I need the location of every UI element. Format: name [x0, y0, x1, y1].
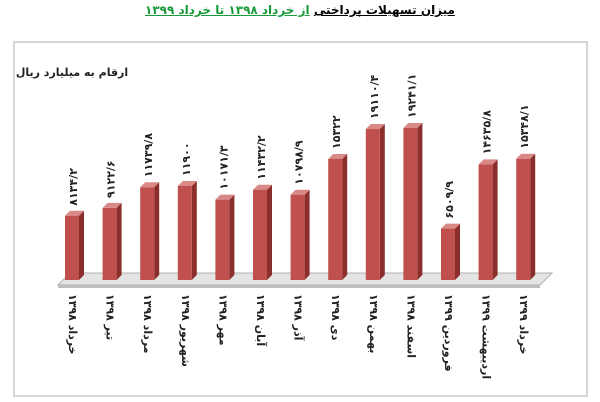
value-label: ۱۹۱۱۰/۴	[368, 74, 381, 119]
bar	[290, 194, 305, 280]
bar	[253, 189, 267, 280]
bar	[140, 187, 155, 280]
bar	[516, 158, 531, 280]
value-label: ۱۵۳۲۲	[330, 115, 343, 149]
bar-top	[516, 153, 536, 159]
bar-top	[365, 124, 385, 130]
bar-top	[215, 194, 235, 200]
bar-side	[191, 180, 197, 280]
x-tick-label: مرداد ۱۳۹۸	[141, 294, 154, 353]
unit-label: ارقام به میلیارد ریال	[16, 66, 128, 79]
floor-edge	[58, 285, 540, 288]
bar-side	[530, 153, 536, 280]
bar-side	[267, 184, 272, 280]
bar-side	[116, 202, 122, 280]
value-label: ۱۰۷۹۸/۹	[293, 140, 306, 185]
title-block: میزان تسهیلات پرداختی از خرداد ۱۳۹۸ تا خ…	[0, 3, 600, 17]
value-label: ۶۵۰۹/۹	[443, 181, 456, 219]
chart-title-highlight: از خرداد ۱۳۹۸ تا خرداد ۱۳۹۹	[145, 3, 310, 17]
bar-side	[154, 182, 160, 280]
value-label: ۱۱۷۳۹/۸	[142, 133, 155, 178]
bar-side	[342, 153, 348, 280]
x-tick-label: خرداد ۱۳۹۸	[66, 294, 79, 355]
bar-top	[403, 123, 423, 128]
bar	[215, 199, 230, 280]
bar-top	[290, 189, 310, 195]
bar-top	[253, 184, 272, 190]
value-label: ۱۹۲۴۱/۱	[405, 74, 418, 118]
value-label: ۸۱۳۴/۲	[67, 168, 80, 206]
bar-top	[478, 159, 498, 165]
bar-top	[441, 223, 460, 229]
x-tick-label: تیر ۱۳۹۸	[104, 294, 117, 340]
bar-side	[79, 210, 84, 280]
bar-top	[140, 182, 160, 188]
x-tick-label: بهمن ۱۳۹۸	[367, 294, 380, 353]
bar	[441, 228, 455, 280]
bar	[365, 129, 380, 280]
x-tick-label: دی ۱۳۹۸	[329, 294, 342, 341]
bar-top	[177, 180, 197, 186]
bar-side	[417, 123, 423, 280]
bar-side	[492, 159, 498, 280]
chart-title: میزان تسهیلات پرداختی	[313, 3, 455, 17]
bar-top	[65, 210, 84, 216]
bar-top	[102, 202, 122, 208]
x-tick-label: آذر ۱۳۹۸	[292, 294, 306, 341]
bar	[177, 185, 192, 280]
bar	[102, 207, 117, 280]
value-label: ۱۴۶۳۵/۸	[481, 110, 494, 155]
value-label: ۱۱۴۳۲/۲	[255, 135, 268, 180]
x-tick-label: شهریور ۱۳۹۸	[179, 294, 192, 367]
bar	[403, 128, 418, 280]
value-label: ۱۱۹۰۰	[180, 142, 193, 176]
x-tick-label: خرداد ۱۳۹۹	[517, 294, 530, 355]
value-label: ۱۰۱۷۱/۳	[217, 145, 230, 190]
bar-side	[229, 194, 235, 280]
x-tick-label: فروردین ۱۳۹۹	[442, 294, 455, 372]
value-label: ۱۵۳۴۸/۱	[518, 104, 531, 148]
x-tick-label: مهر ۱۳۹۸	[216, 294, 229, 346]
bar	[328, 158, 343, 280]
bar	[478, 164, 493, 280]
value-label: ۹۱۲۲/۶	[105, 160, 118, 198]
bar-side	[379, 124, 385, 280]
x-tick-label: آبان ۱۳۹۸	[254, 294, 268, 346]
x-tick-label: اردیبهشت ۱۳۹۹	[480, 294, 493, 379]
x-tick-label: اسفند ۱۳۹۸	[404, 294, 417, 358]
bar	[65, 215, 79, 280]
bar-top	[328, 153, 348, 159]
bar-side	[455, 223, 460, 280]
bar-side	[304, 189, 310, 280]
